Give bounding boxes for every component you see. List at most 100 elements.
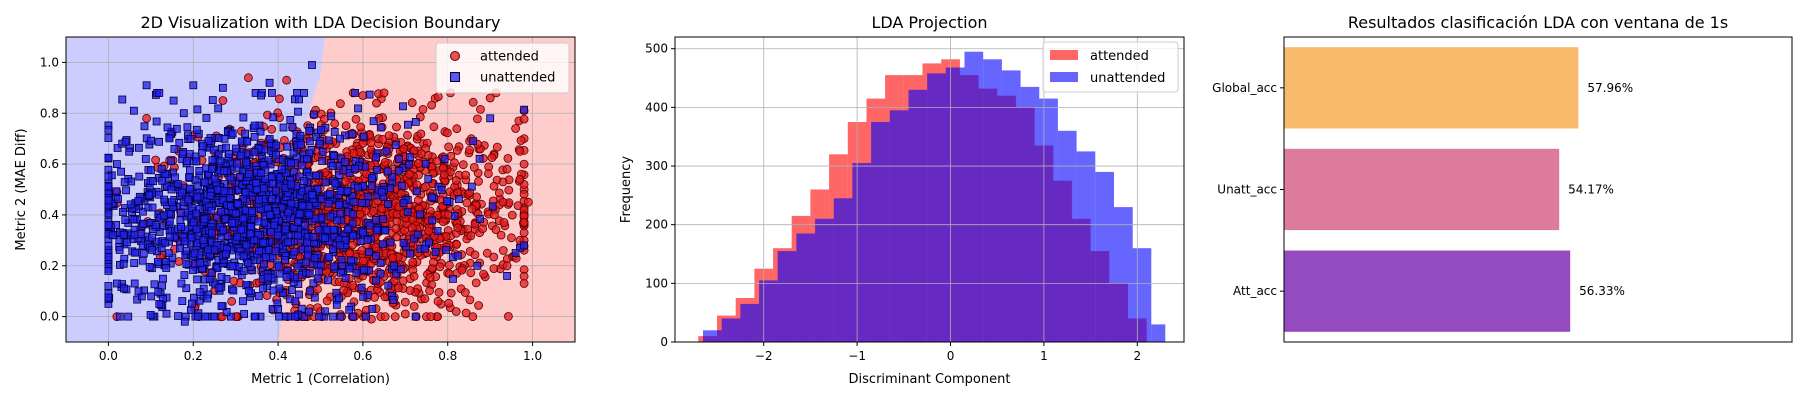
scatter-xtick-label: 0.0 xyxy=(99,349,118,363)
attended-point xyxy=(489,181,499,191)
attended-point xyxy=(229,276,239,286)
unattended-point xyxy=(104,209,113,218)
unattended-point xyxy=(225,150,233,158)
unattended-point xyxy=(246,223,255,232)
unattended-point xyxy=(155,137,164,146)
attended-point xyxy=(453,223,463,233)
unattended-point xyxy=(207,269,216,278)
unattended-point xyxy=(330,262,339,271)
scatter-points xyxy=(104,61,533,326)
attended-point xyxy=(494,188,504,198)
unattended-point xyxy=(147,292,156,301)
unattended-point xyxy=(377,187,386,196)
unattended-point xyxy=(239,113,248,122)
unattended-point xyxy=(293,262,302,271)
attended-point xyxy=(479,269,489,279)
unattended-point xyxy=(244,258,253,267)
unattended-point xyxy=(383,167,392,176)
unattended-point xyxy=(264,156,273,165)
unattended-point xyxy=(104,172,113,181)
unattended-point xyxy=(372,226,381,235)
unattended-point xyxy=(114,195,122,204)
unattended-hist-bar xyxy=(1132,248,1152,342)
unattended-hist-bar xyxy=(1151,324,1166,342)
unattended-point xyxy=(399,199,408,208)
unattended-point xyxy=(272,141,281,150)
unattended-point xyxy=(125,147,134,156)
unattended-point xyxy=(336,312,345,321)
attended-point xyxy=(413,195,423,205)
attended-point xyxy=(444,298,454,308)
unattended-point xyxy=(104,134,113,142)
unattended-point xyxy=(351,164,359,173)
unattended-point xyxy=(213,264,222,273)
unattended-point xyxy=(147,166,155,175)
attended-point xyxy=(405,286,415,295)
unattended-point xyxy=(314,225,323,234)
attended-point xyxy=(433,92,443,102)
unattended-point xyxy=(220,166,229,175)
unattended-point xyxy=(311,171,320,180)
unattended-point xyxy=(135,172,144,181)
attended-point xyxy=(507,210,517,220)
unattended-point xyxy=(164,249,173,258)
attended-point xyxy=(444,260,454,270)
unattended-point xyxy=(167,198,176,207)
attended-point xyxy=(227,296,237,306)
unattended-point xyxy=(148,233,157,242)
unattended-point xyxy=(384,281,393,290)
attended-point xyxy=(452,146,462,155)
unattended-point xyxy=(353,183,362,192)
histogram-ytick-label: 500 xyxy=(645,42,668,56)
unattended-point xyxy=(336,187,345,196)
unattended-point xyxy=(503,271,512,280)
unattended-point xyxy=(221,214,230,223)
unattended-point xyxy=(176,209,185,217)
unattended-point xyxy=(302,155,311,164)
unattended-point xyxy=(115,245,124,254)
unattended-point xyxy=(293,89,301,97)
unattended-point xyxy=(304,307,313,316)
unattended-point xyxy=(363,236,372,244)
unattended-point xyxy=(286,116,295,124)
attended-point xyxy=(409,301,419,311)
unattended-point xyxy=(122,186,130,195)
attended-point xyxy=(498,197,508,207)
unattended-point xyxy=(294,218,302,227)
legend-hist-unattended-swatch xyxy=(1050,72,1078,82)
unattended-point xyxy=(113,279,121,288)
unattended-point xyxy=(182,284,191,293)
unattended-point xyxy=(166,232,174,241)
unattended-point xyxy=(313,185,322,194)
unattended-point xyxy=(172,124,181,133)
attended-point xyxy=(429,122,439,132)
unattended-point xyxy=(119,208,127,216)
unattended-point xyxy=(511,249,520,257)
unattended-point xyxy=(327,112,336,121)
unattended-point xyxy=(151,221,160,230)
attended-point xyxy=(218,96,228,105)
unattended-hist-bar xyxy=(721,318,741,342)
unattended-point xyxy=(241,188,250,197)
histogram-xlabel: Discriminant Component xyxy=(849,372,1011,387)
unattended-point xyxy=(309,279,318,288)
unattended-hist-bar xyxy=(871,122,890,342)
histogram-xtick-label: 1 xyxy=(1040,349,1048,363)
unattended-point xyxy=(420,244,429,253)
unattended-point xyxy=(153,257,162,266)
attended-point xyxy=(400,309,410,319)
histogram-xtick-label: −2 xyxy=(755,349,773,363)
unattended-point xyxy=(250,236,259,245)
unattended-point xyxy=(198,142,207,151)
histogram-ticks: −2 −1 0 1 2 0 100 200 300 400 500 xyxy=(645,42,1141,363)
attended-point xyxy=(409,146,419,156)
unattended-point xyxy=(177,188,186,197)
attended-point xyxy=(370,292,380,302)
unattended-point xyxy=(206,191,215,200)
attended-point xyxy=(458,160,468,170)
unattended-point xyxy=(154,287,163,296)
unattended-point xyxy=(475,154,484,163)
attended-point xyxy=(425,286,435,296)
unattended-point xyxy=(367,174,376,183)
attended-point xyxy=(369,207,378,216)
